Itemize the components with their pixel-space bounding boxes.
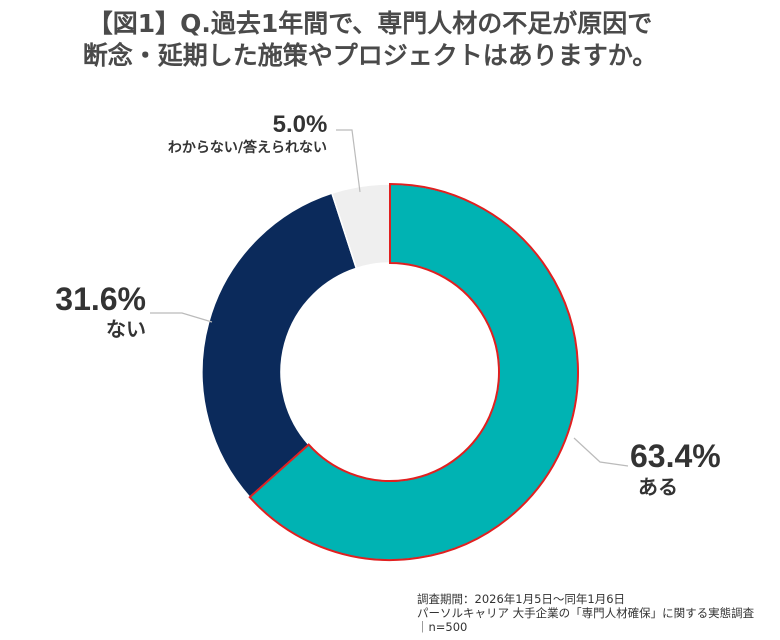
leader-line-unknown (336, 129, 361, 193)
title-line-1: 【図1】Q.過去1年間で、専門人材の不足が原因で (87, 9, 653, 38)
category-label-no: ない (106, 317, 146, 341)
leader-line-yes (573, 437, 629, 467)
chart-title: 【図1】Q.過去1年間で、専門人材の不足が原因で 断念・延期した施策やプロジェク… (0, 8, 780, 72)
survey-period: 調査期間：2026年1月5日～同年1月6日 (417, 592, 626, 606)
survey-source: パーソルキャリア 大手企業の「専門人材確保」に関する実態調査 (417, 606, 755, 620)
value-label-unknown: 5.0% (273, 111, 328, 138)
value-label-no: 31.6% (55, 281, 146, 317)
category-label-yes: ある (638, 475, 678, 499)
leader-line-no (150, 312, 213, 323)
footer-note: 調査期間：2026年1月5日～同年1月6日 パーソルキャリア 大手企業の「専門人… (417, 592, 754, 634)
highlight-outline (248, 182, 579, 561)
category-label-unknown: わからない/答えられない (168, 139, 327, 156)
title-line-2: 断念・延期した施策やプロジェクトはありますか。 (82, 41, 658, 70)
slice-no (201, 192, 358, 499)
value-label-yes: 63.4% (630, 438, 721, 474)
sample-size: ｜n=500 (417, 620, 468, 634)
